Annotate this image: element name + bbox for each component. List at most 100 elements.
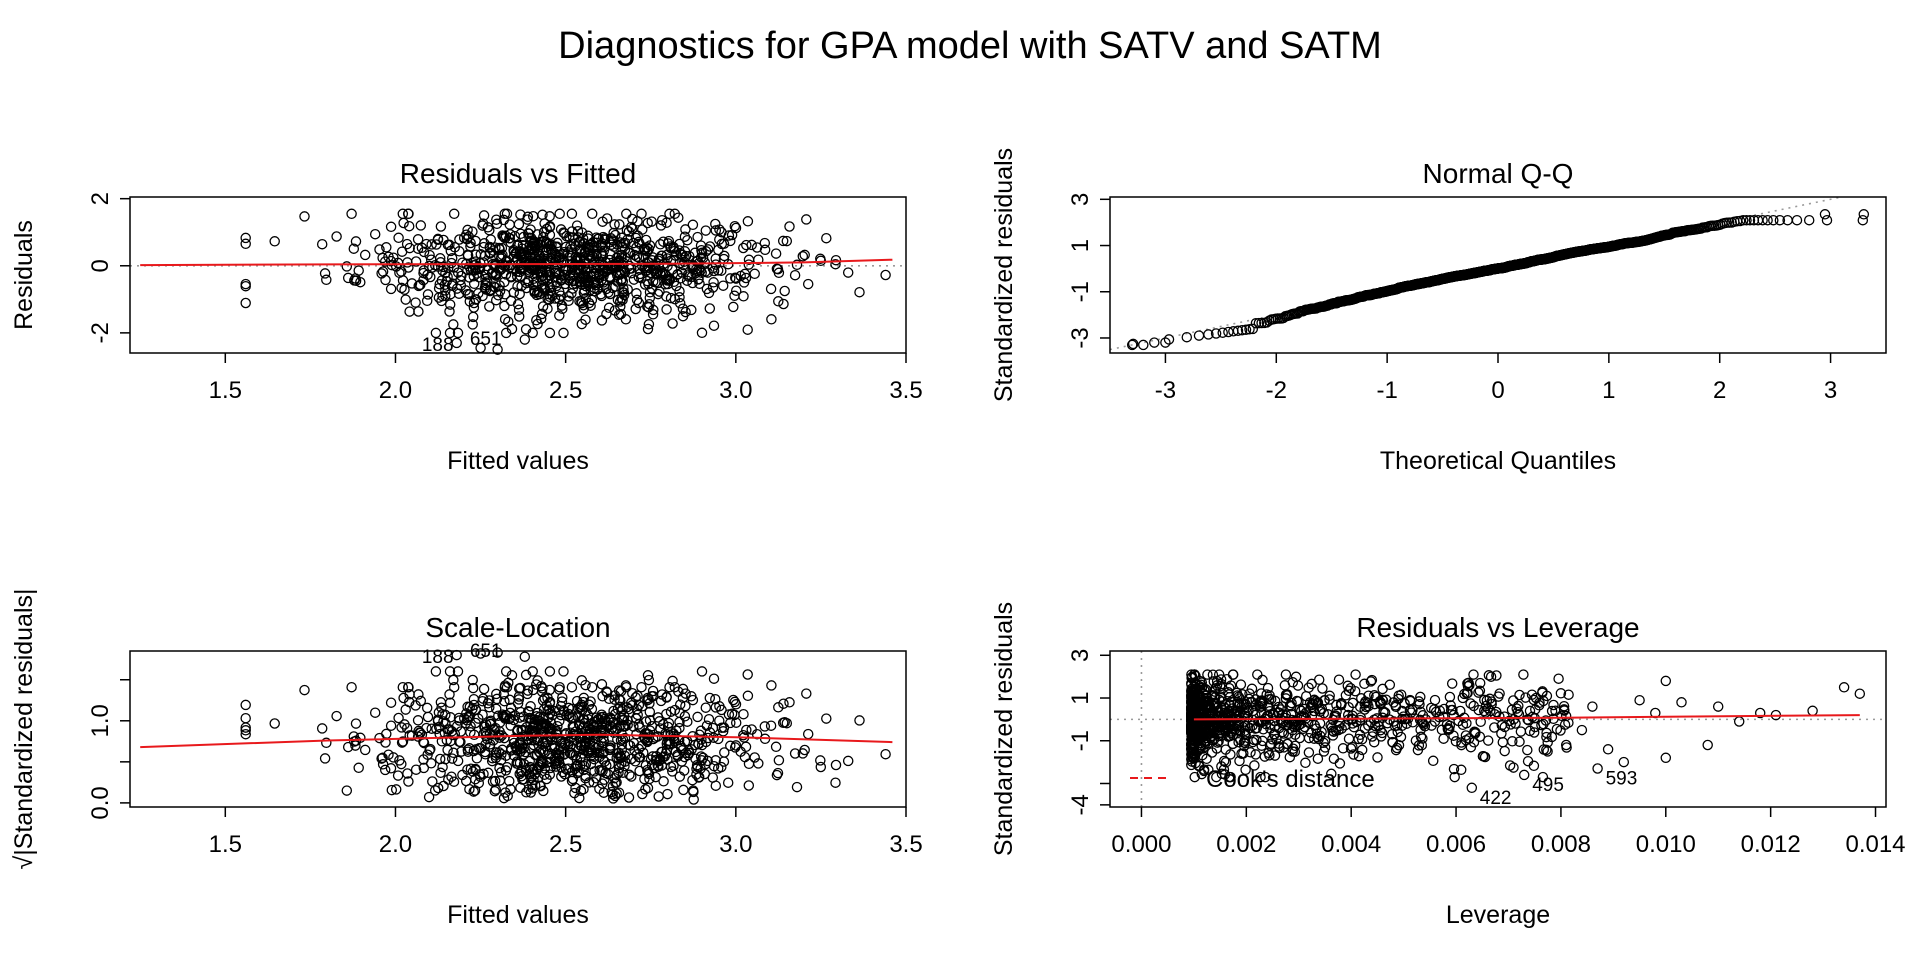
data-point bbox=[467, 674, 478, 686]
data-point bbox=[402, 681, 414, 693]
data-point bbox=[789, 748, 801, 759]
data-point bbox=[613, 685, 625, 696]
data-point bbox=[585, 284, 596, 296]
data-point bbox=[390, 784, 402, 795]
data-point bbox=[1426, 720, 1437, 731]
data-point bbox=[515, 782, 526, 793]
x-tick-label: 1 bbox=[1602, 377, 1615, 404]
data-point bbox=[1474, 685, 1486, 697]
data-point bbox=[627, 213, 638, 225]
data-point bbox=[630, 303, 641, 315]
data-point bbox=[728, 301, 739, 313]
data-point bbox=[526, 245, 537, 256]
data-point bbox=[1149, 337, 1160, 348]
data-point bbox=[605, 713, 617, 724]
diagnostic-panels: Residuals vs Fitted Fitted values Residual… bbox=[10, 148, 1906, 929]
data-point bbox=[1541, 744, 1552, 756]
data-point bbox=[1511, 703, 1522, 714]
data-point bbox=[532, 675, 543, 686]
data-point bbox=[1311, 728, 1323, 739]
data-point bbox=[525, 701, 536, 712]
data-point bbox=[707, 772, 719, 783]
data-point bbox=[653, 255, 664, 266]
data-point bbox=[1434, 711, 1445, 723]
data-point bbox=[1255, 771, 1266, 783]
data-point bbox=[531, 276, 542, 287]
data-point bbox=[622, 719, 633, 730]
data-point bbox=[695, 265, 706, 276]
data-point bbox=[394, 755, 405, 766]
data-point bbox=[696, 739, 708, 751]
data-point bbox=[725, 740, 736, 752]
data-point bbox=[544, 211, 555, 222]
data-point bbox=[516, 770, 527, 782]
data-point bbox=[1348, 749, 1359, 760]
data-point bbox=[1388, 697, 1399, 708]
data-point bbox=[487, 776, 499, 787]
data-point bbox=[1774, 214, 1786, 226]
data-point bbox=[586, 294, 598, 306]
data-point bbox=[725, 235, 736, 247]
data-point bbox=[496, 749, 507, 760]
data-point bbox=[432, 782, 444, 794]
data-point bbox=[544, 769, 556, 780]
data-point bbox=[321, 737, 332, 749]
data-point bbox=[652, 288, 664, 300]
data-point bbox=[1207, 669, 1219, 680]
data-point bbox=[1563, 689, 1574, 700]
data-point bbox=[617, 767, 629, 778]
data-point bbox=[1370, 691, 1382, 703]
data-point bbox=[1450, 736, 1462, 747]
data-point bbox=[743, 780, 755, 791]
data-point bbox=[1235, 679, 1247, 690]
data-point bbox=[1370, 720, 1381, 732]
data-point bbox=[784, 697, 795, 708]
data-point bbox=[815, 253, 826, 265]
data-point bbox=[701, 720, 713, 731]
data-point bbox=[608, 716, 619, 728]
data-point bbox=[556, 738, 567, 749]
data-point bbox=[1528, 727, 1540, 738]
data-point bbox=[386, 784, 398, 796]
data-point bbox=[854, 715, 865, 726]
data-point bbox=[506, 670, 518, 681]
x-tick-label: 0.004 bbox=[1321, 831, 1381, 858]
x-tick-label: 3.0 bbox=[719, 377, 752, 404]
data-point bbox=[682, 716, 693, 727]
data-point bbox=[1186, 715, 1197, 727]
y-tick-label: -3 bbox=[1067, 327, 1094, 348]
data-point bbox=[1194, 729, 1205, 741]
data-point bbox=[515, 706, 526, 718]
data-point bbox=[319, 753, 331, 764]
data-point bbox=[797, 251, 809, 262]
data-point bbox=[801, 214, 812, 225]
data-point bbox=[1768, 214, 1779, 226]
data-point bbox=[643, 319, 655, 330]
data-point bbox=[542, 705, 553, 716]
data-point bbox=[447, 729, 459, 741]
data-point bbox=[1791, 214, 1803, 226]
data-point bbox=[1388, 716, 1400, 727]
data-point bbox=[596, 315, 608, 326]
data-point bbox=[1438, 733, 1449, 744]
data-point bbox=[269, 236, 280, 247]
data-point bbox=[1446, 678, 1458, 689]
data-point bbox=[519, 334, 531, 345]
data-point bbox=[504, 262, 515, 273]
data-point bbox=[342, 741, 354, 753]
data-point bbox=[1530, 704, 1541, 715]
data-point bbox=[1293, 696, 1304, 707]
data-point bbox=[1356, 744, 1368, 756]
x-tick-label: 3.5 bbox=[889, 831, 922, 858]
data-point bbox=[647, 309, 659, 320]
data-point bbox=[624, 769, 635, 781]
data-point bbox=[679, 252, 690, 263]
data-point bbox=[1287, 677, 1299, 688]
data-point bbox=[644, 298, 655, 310]
data-point bbox=[601, 686, 612, 697]
data-point bbox=[1515, 726, 1527, 737]
red-smooth-line bbox=[1193, 714, 1860, 721]
data-point bbox=[743, 758, 755, 770]
data-point bbox=[773, 755, 785, 766]
data-point bbox=[753, 254, 764, 265]
